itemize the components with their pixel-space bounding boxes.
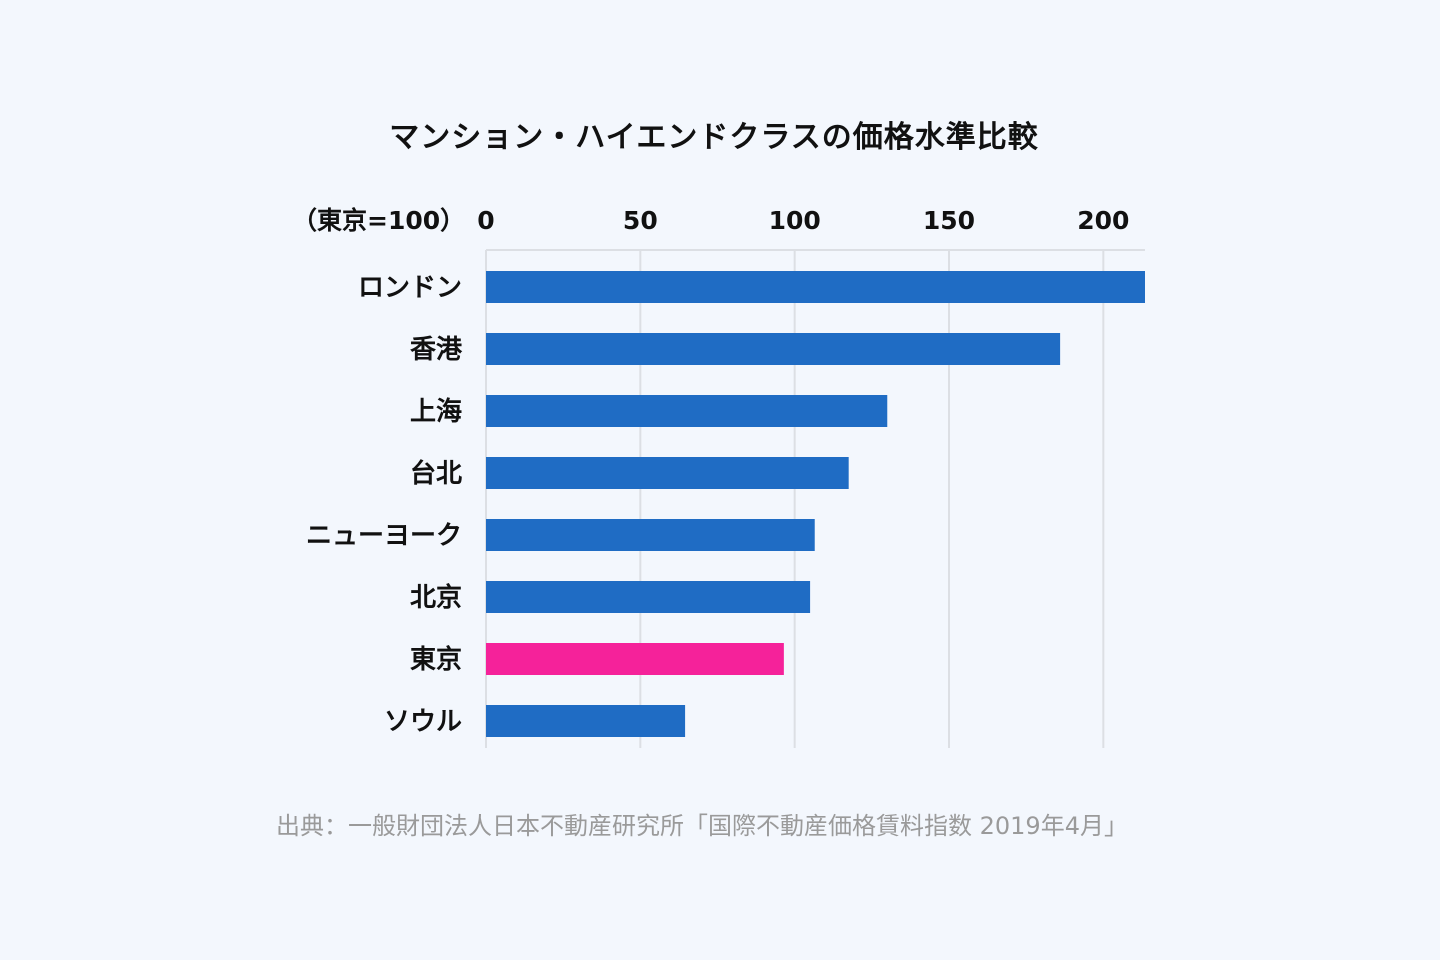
- category-label: 北京: [410, 582, 462, 613]
- category-label: ロンドン: [358, 273, 462, 303]
- bar: [486, 457, 849, 489]
- x-tick-label: 200: [1077, 206, 1129, 235]
- category-label: ソウル: [384, 707, 462, 737]
- unit-label: （東京=100）: [292, 206, 466, 235]
- category-label: 東京: [410, 644, 462, 675]
- x-tick-label: 0: [477, 206, 494, 235]
- category-label: 台北: [410, 458, 462, 489]
- bar: [486, 643, 784, 675]
- bar: [486, 271, 1145, 303]
- x-axis-ticks: 0 50 100 150 200: [477, 206, 1129, 235]
- category-label: ニューヨーク: [306, 521, 462, 551]
- category-label: 香港: [410, 335, 463, 365]
- bar: [486, 705, 686, 737]
- bar: [486, 395, 888, 427]
- source-note: 出典：一般財団法人日本不動産研究所「国際不動産価格賃料指数 2019年4月」: [276, 812, 1128, 840]
- category-label: 上海: [410, 397, 462, 427]
- bar: [486, 581, 811, 613]
- bars: [486, 271, 1145, 737]
- x-tick-label: 150: [923, 206, 975, 235]
- bar: [486, 519, 815, 551]
- chart-title: マンション・ハイエンドクラスの価格水準比較: [389, 120, 1039, 155]
- bar: [486, 333, 1061, 365]
- x-tick-label: 50: [623, 206, 658, 235]
- x-tick-label: 100: [769, 206, 821, 235]
